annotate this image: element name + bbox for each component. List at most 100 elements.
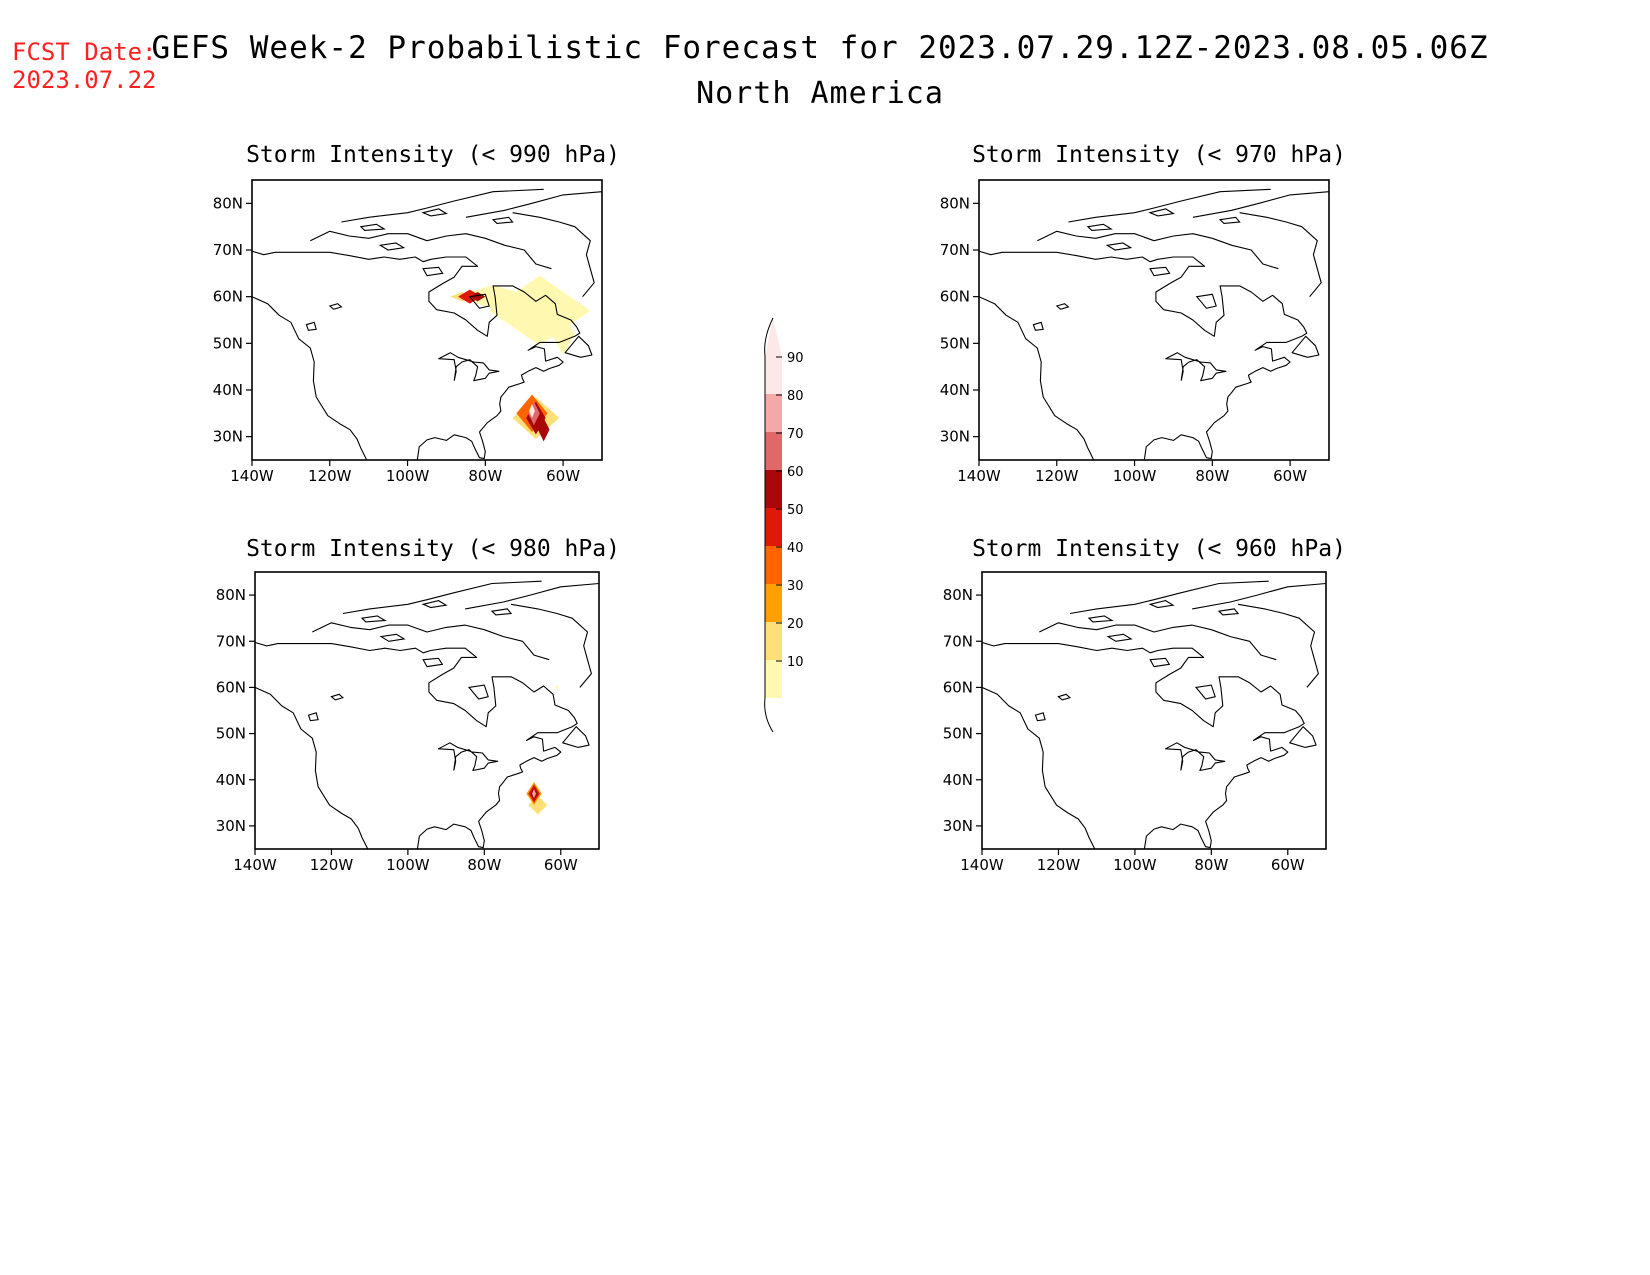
coastline-7 <box>1291 335 1320 358</box>
lat-tick-label: 80N <box>940 194 970 212</box>
colorbar-top-arrow <box>765 318 782 356</box>
island-outline-3 <box>422 266 444 277</box>
colorbar-label: 50 <box>787 503 804 518</box>
colorbar-segment <box>765 508 782 546</box>
lat-tick-label: 40N <box>216 771 246 789</box>
panel-title-970: Storm Intensity (< 970 hPa) <box>972 142 1346 168</box>
lon-tick-label: 100W <box>386 856 430 874</box>
map-panel-960: 80N 70N 60N 50N 40N 30N 140W 120W 100W 80W 60W <box>943 571 1327 874</box>
island-outline-5 <box>1087 615 1114 623</box>
colorbar-label: 10 <box>787 655 804 670</box>
lat-tick-label: 60N <box>940 288 970 306</box>
island-outline-0 <box>1057 693 1072 701</box>
lon-tick-label: 80W <box>468 467 502 485</box>
coastline-4 <box>342 580 542 615</box>
coastline-4 <box>1068 188 1271 223</box>
coastline-3 <box>1238 603 1319 688</box>
coastline-5 <box>312 622 550 661</box>
coastline-3 <box>511 603 592 688</box>
colorbar-label: 20 <box>787 617 804 632</box>
coastline-6 <box>437 742 499 772</box>
map-frame <box>978 179 1330 461</box>
coastline-5 <box>1037 230 1279 270</box>
probability-area-0 <box>528 795 548 815</box>
colorbar-label: 90 <box>787 351 804 366</box>
coastline-3 <box>512 212 595 298</box>
fcst-date-label: FCST Date: <box>12 38 157 66</box>
coastline-2 <box>1192 582 1326 610</box>
lon-tick-label: 120W <box>310 856 354 874</box>
colorbar: 90 80 70 60 50 40 30 20 10 <box>764 317 804 733</box>
lon-tick-label: 120W <box>1035 467 1079 485</box>
lat-tick-label: 40N <box>940 381 970 399</box>
island-outline-6 <box>1148 208 1175 217</box>
lat-tick-label: 80N <box>216 586 246 604</box>
lat-tick-label: 30N <box>940 428 970 446</box>
island-outline-1 <box>1195 293 1217 309</box>
panel-title-990: Storm Intensity (< 990 hPa) <box>246 142 620 168</box>
lat-tick-label: 80N <box>213 194 243 212</box>
lat-tick-label: 70N <box>943 632 973 650</box>
coastline-0 <box>982 686 1096 849</box>
lat-tick-label: 50N <box>216 725 246 743</box>
coastline-5 <box>310 230 552 270</box>
colorbar-label: 80 <box>787 389 804 404</box>
coastline-7 <box>1289 726 1317 748</box>
lon-tick-label: 100W <box>386 467 430 485</box>
coastline-4 <box>1069 580 1269 615</box>
lat-tick-label: 60N <box>213 288 243 306</box>
colorbar-segment <box>765 356 782 394</box>
coastline-6 <box>1164 742 1226 772</box>
coastline-3 <box>1239 212 1322 298</box>
lat-tick-label: 70N <box>940 241 970 259</box>
coastline-5 <box>1039 622 1277 661</box>
lon-tick-label: 60W <box>1271 856 1305 874</box>
coastline-6 <box>438 352 500 382</box>
map-frame <box>254 571 600 850</box>
island-outline-2 <box>307 712 319 722</box>
map-frame <box>981 571 1327 850</box>
lon-tick-label: 140W <box>230 467 274 485</box>
probability-area-0 <box>489 275 591 346</box>
colorbar-segment <box>765 546 782 584</box>
island-outline-4 <box>1105 242 1133 251</box>
figure-title: GEFS Week-2 Probabilistic Forecast for 2… <box>151 30 1489 66</box>
probability-area-4 <box>532 788 536 799</box>
island-outline-3 <box>422 657 444 668</box>
lat-tick-label: 40N <box>943 771 973 789</box>
probability-area-2 <box>551 313 575 355</box>
colorbar-segment <box>765 660 782 698</box>
lat-tick-label: 60N <box>943 678 973 696</box>
island-outline-2 <box>1032 321 1044 331</box>
island-outline-7 <box>490 608 513 616</box>
colorbar-label: 40 <box>787 541 804 556</box>
fcst-date: FCST Date: 2023.07.22 <box>12 38 157 94</box>
island-outline-4 <box>1106 633 1133 642</box>
island-outline-5 <box>359 223 386 231</box>
island-outline-6 <box>421 600 448 609</box>
island-outline-0 <box>328 303 343 310</box>
lat-tick-label: 80N <box>943 586 973 604</box>
island-outline-0 <box>330 693 345 701</box>
lon-tick-label: 100W <box>1113 856 1157 874</box>
panel-title-960: Storm Intensity (< 960 hPa) <box>972 536 1346 562</box>
island-outline-3 <box>1149 266 1171 277</box>
lon-tick-label: 80W <box>467 856 501 874</box>
island-outline-6 <box>1148 600 1175 609</box>
lon-tick-label: 60W <box>546 467 580 485</box>
colorbar-label: 30 <box>787 579 804 594</box>
lat-tick-label: 50N <box>213 334 243 352</box>
colorbar-segment <box>765 394 782 432</box>
coastline-1 <box>979 250 1308 460</box>
lat-tick-label: 70N <box>213 241 243 259</box>
coastline-0 <box>979 296 1095 460</box>
lon-tick-label: 80W <box>1194 856 1228 874</box>
coastline-1 <box>982 641 1305 849</box>
island-outline-0 <box>1055 303 1070 310</box>
lat-tick-label: 50N <box>943 725 973 743</box>
lon-tick-label: 120W <box>308 467 352 485</box>
lon-tick-label: 140W <box>957 467 1001 485</box>
island-outline-1 <box>468 293 490 309</box>
lat-tick-label: 30N <box>216 817 246 835</box>
map-panel-970: 80N 70N 60N 50N 40N 30N 140W 120W 100W 80W 60W <box>940 179 1330 485</box>
